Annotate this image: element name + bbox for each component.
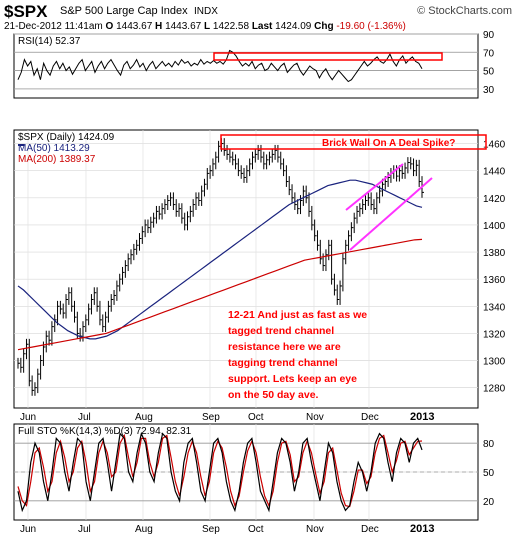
y-tick-label: 70	[483, 48, 495, 59]
low-label: L	[204, 21, 211, 32]
quote-date: 21-Dec-2012 11:41am	[4, 21, 103, 32]
x-tick-label: Aug	[135, 412, 153, 423]
open-value: 1443.67	[116, 21, 153, 32]
trend-channel-lower	[349, 177, 433, 251]
annotation-note-line: support. Lets keep an eye	[228, 373, 357, 385]
y-tick-label: 1320	[483, 329, 506, 340]
x-tick-label: Dec	[361, 524, 379, 535]
y-tick-label: 1380	[483, 248, 506, 259]
high-value: 1443.67	[165, 21, 202, 32]
x-tick-label: Nov	[306, 524, 324, 535]
last-value: 1424.09	[275, 21, 312, 32]
y-tick-label: 1400	[483, 221, 506, 232]
ma50-legend: MA(50) 1413.29	[18, 143, 90, 154]
chg-value: -19.60 (-1.36%)	[336, 21, 406, 32]
annotation-note-line: 12-21 And just as fast as we	[228, 309, 367, 321]
quote-line: 21-Dec-2012 11:41am O 1443.67 H 1443.67 …	[4, 21, 406, 32]
x-tick-label: Aug	[135, 524, 153, 535]
y-tick-label: 30	[483, 85, 495, 96]
index-name: S&P 500 Large Cap Index	[60, 5, 188, 17]
x-tick-label: 2013	[410, 411, 434, 423]
brick-wall-box	[220, 134, 487, 150]
x-tick-label: Jun	[20, 412, 36, 423]
x-tick-label: Nov	[306, 412, 324, 423]
last-label: Last	[251, 21, 273, 32]
x-tick-label: Oct	[248, 412, 264, 423]
x-tick-label: Jul	[78, 524, 91, 535]
symbol-title: $SPX	[4, 2, 48, 21]
rsi-line	[17, 49, 423, 83]
ma200-line	[17, 238, 423, 351]
high-label: H	[155, 21, 163, 32]
annotation-note-line: tagging trend channel	[228, 357, 338, 369]
y-tick-label: 1300	[483, 357, 506, 368]
brand-watermark: © StockCharts.com	[417, 5, 512, 17]
y-tick-label: 1440	[483, 167, 506, 178]
ma200-legend: MA(200) 1389.37	[18, 154, 96, 165]
chg-label: Chg	[314, 21, 334, 32]
y-tick-label: 1340	[483, 302, 506, 313]
annotation-note-line: tagged trend channel	[228, 325, 334, 337]
y-tick-label: 1460	[483, 140, 506, 151]
annotation-note-line: on the 50 day ave.	[228, 389, 319, 401]
panel-legend: RSI(14) 52.37	[18, 36, 81, 47]
x-tick-label: Sep	[202, 412, 220, 423]
x-tick-label: 2013	[410, 523, 434, 535]
y-tick-label: 90	[483, 30, 495, 41]
y-tick-label: 80	[483, 439, 495, 450]
panel-frame-price	[13, 129, 479, 409]
annotation-note-line: resistance here we are	[228, 341, 341, 353]
y-tick-label: 20	[483, 497, 495, 508]
low-value: 1422.58	[212, 21, 250, 32]
y-tick-label: 1280	[483, 384, 506, 395]
y-tick-label: 50	[483, 468, 495, 479]
y-tick-label: 50	[483, 67, 495, 78]
x-tick-label: Sep	[202, 524, 220, 535]
x-tick-label: Jun	[20, 524, 36, 535]
exchange-label: INDX	[194, 6, 218, 17]
panel-frame-rsi	[13, 33, 479, 99]
rsi-annotation-box	[213, 52, 443, 61]
stoch-k-line	[17, 431, 423, 513]
y-tick-label: 1360	[483, 275, 506, 286]
panel-legend: $SPX (Daily) 1424.09	[18, 132, 115, 143]
trend-channel-upper	[345, 163, 404, 211]
x-tick-label: Jul	[78, 412, 91, 423]
y-tick-label: 1420	[483, 194, 506, 205]
x-tick-label: Dec	[361, 412, 379, 423]
open-label: O	[105, 21, 114, 32]
panel-legend: Full STO %K(14,3) %D(3) 72.94, 82.31	[18, 426, 192, 437]
ma50-legend-swatch	[18, 144, 24, 146]
brick-wall-label: Brick Wall On A Deal Spike?	[322, 138, 455, 149]
x-tick-label: Oct	[248, 524, 264, 535]
